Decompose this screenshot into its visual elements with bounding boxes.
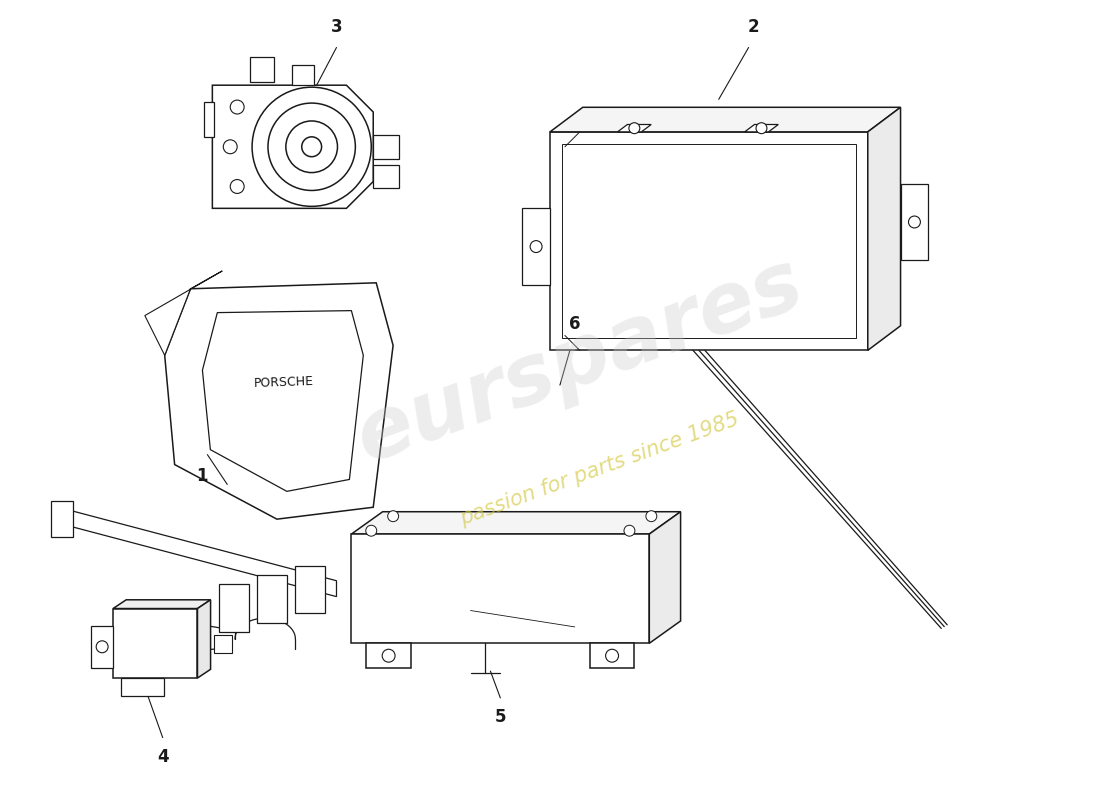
Text: 5: 5 [495, 708, 506, 726]
Polygon shape [213, 635, 232, 654]
Polygon shape [868, 107, 901, 350]
Polygon shape [202, 310, 363, 491]
Circle shape [252, 87, 372, 206]
Polygon shape [373, 135, 399, 158]
Circle shape [606, 650, 618, 662]
Polygon shape [257, 575, 287, 622]
Polygon shape [91, 626, 113, 668]
Text: 1: 1 [197, 466, 208, 485]
Circle shape [382, 650, 395, 662]
Text: PORSCHE: PORSCHE [254, 374, 315, 390]
Polygon shape [295, 566, 324, 614]
Circle shape [268, 103, 355, 190]
Polygon shape [366, 643, 411, 668]
Circle shape [223, 140, 238, 154]
Circle shape [230, 179, 244, 194]
Circle shape [530, 241, 542, 253]
Polygon shape [522, 208, 550, 285]
Circle shape [96, 641, 108, 653]
Polygon shape [219, 585, 249, 632]
Circle shape [286, 121, 338, 173]
Circle shape [230, 100, 244, 114]
Polygon shape [113, 609, 198, 678]
Polygon shape [113, 600, 210, 609]
Polygon shape [550, 132, 868, 350]
Polygon shape [250, 58, 274, 82]
Polygon shape [351, 512, 681, 534]
Circle shape [756, 122, 767, 134]
Polygon shape [649, 512, 681, 643]
Polygon shape [351, 534, 649, 643]
Polygon shape [205, 102, 214, 137]
Circle shape [366, 526, 376, 536]
Polygon shape [212, 86, 373, 208]
Polygon shape [901, 184, 928, 260]
Circle shape [646, 510, 657, 522]
Polygon shape [198, 600, 210, 678]
Circle shape [301, 137, 321, 157]
Text: 4: 4 [157, 747, 168, 766]
Text: passion for parts since 1985: passion for parts since 1985 [458, 410, 742, 530]
Polygon shape [121, 678, 164, 696]
Circle shape [624, 526, 635, 536]
Polygon shape [145, 271, 222, 355]
Text: eurspares: eurspares [345, 242, 814, 478]
Circle shape [387, 510, 398, 522]
Circle shape [629, 122, 640, 134]
Text: 3: 3 [331, 18, 342, 35]
Polygon shape [745, 125, 779, 132]
Polygon shape [590, 643, 635, 668]
Polygon shape [74, 511, 337, 597]
Polygon shape [292, 66, 313, 86]
Polygon shape [550, 107, 901, 132]
Polygon shape [373, 165, 399, 189]
Circle shape [909, 216, 921, 228]
Polygon shape [617, 125, 651, 132]
Polygon shape [52, 502, 74, 537]
Text: 6: 6 [569, 315, 581, 334]
Polygon shape [165, 283, 393, 519]
Text: 2: 2 [748, 18, 759, 35]
